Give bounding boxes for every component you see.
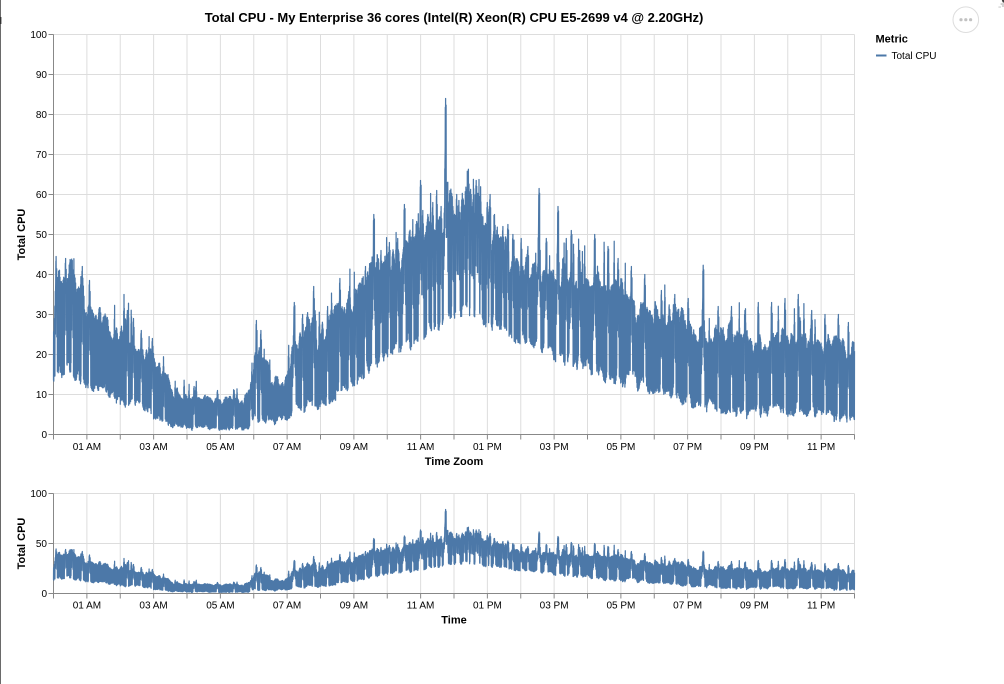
svg-text:70: 70 (36, 150, 48, 161)
svg-text:09 AM: 09 AM (340, 442, 368, 453)
svg-text:50: 50 (36, 230, 48, 241)
svg-text:07 AM: 07 AM (273, 601, 301, 612)
svg-text:0: 0 (41, 430, 47, 441)
svg-text:09 PM: 09 PM (740, 442, 769, 453)
svg-text:03 PM: 03 PM (540, 442, 569, 453)
svg-text:40: 40 (36, 270, 48, 281)
svg-text:20: 20 (36, 350, 48, 361)
svg-text:Total CPU - My Enterprise 36 c: Total CPU - My Enterprise 36 cores (Inte… (205, 10, 704, 25)
svg-text:09 AM: 09 AM (340, 601, 368, 612)
svg-text:Time: Time (441, 615, 466, 627)
svg-text:50: 50 (36, 539, 48, 550)
svg-text:11 PM: 11 PM (807, 601, 835, 612)
svg-text:10: 10 (36, 390, 48, 401)
svg-text:0: 0 (41, 589, 47, 600)
svg-text:01 AM: 01 AM (73, 601, 101, 612)
svg-text:100: 100 (30, 30, 47, 41)
svg-text:60: 60 (36, 190, 48, 201)
svg-text:05 AM: 05 AM (206, 442, 234, 453)
svg-text:Time Zoom: Time Zoom (425, 456, 484, 468)
svg-text:05 PM: 05 PM (606, 442, 635, 453)
svg-text:11 PM: 11 PM (807, 442, 835, 453)
svg-text:03 AM: 03 AM (139, 601, 167, 612)
svg-text:09 PM: 09 PM (740, 601, 769, 612)
svg-text:07 AM: 07 AM (273, 442, 301, 453)
svg-text:Metric: Metric (876, 34, 908, 46)
svg-text:01 PM: 01 PM (473, 442, 502, 453)
svg-text:01 PM: 01 PM (473, 601, 502, 612)
svg-text:01 AM: 01 AM (73, 442, 101, 453)
svg-text:100: 100 (30, 489, 47, 500)
svg-text:Total CPU: Total CPU (16, 518, 28, 570)
svg-text:05 AM: 05 AM (206, 601, 234, 612)
svg-text:05 PM: 05 PM (606, 601, 635, 612)
svg-text:11 AM: 11 AM (407, 442, 435, 453)
svg-text:90: 90 (36, 70, 48, 81)
svg-text:07 PM: 07 PM (673, 601, 702, 612)
svg-text:Total CPU: Total CPU (892, 51, 937, 62)
svg-text:30: 30 (36, 310, 48, 321)
svg-text:07 PM: 07 PM (673, 442, 702, 453)
svg-text:03 AM: 03 AM (139, 442, 167, 453)
svg-text:03 PM: 03 PM (540, 601, 569, 612)
svg-text:80: 80 (36, 110, 48, 121)
svg-text:Total CPU: Total CPU (16, 209, 28, 261)
svg-text:11 AM: 11 AM (407, 601, 435, 612)
